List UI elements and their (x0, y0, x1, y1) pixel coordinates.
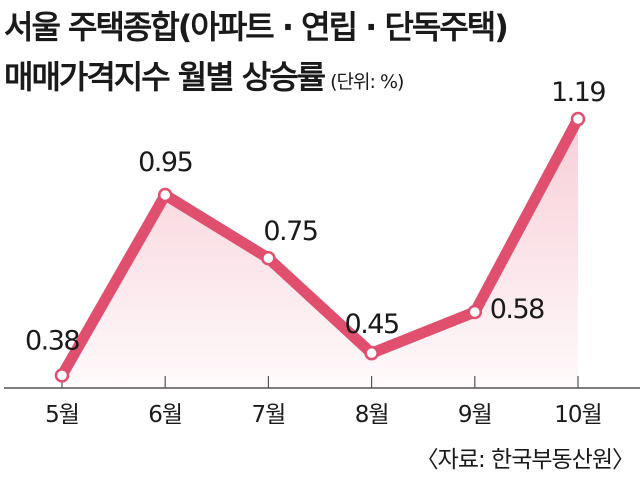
data-label: 1.19 (551, 77, 605, 108)
series-line (56, 113, 584, 381)
data-label: 0.95 (138, 147, 192, 178)
x-tick-label: 5월 (45, 402, 79, 428)
data-label: 0.38 (25, 325, 79, 356)
data-point (54, 368, 70, 383)
data-label: 0.45 (345, 309, 399, 340)
data-point (261, 250, 276, 266)
area-fill (62, 118, 578, 388)
x-tick-label: 7월 (252, 402, 286, 428)
data-label: 0.58 (490, 294, 544, 325)
x-tick-label: 10월 (554, 402, 601, 428)
data-label: 0.75 (263, 216, 317, 247)
chart-subtitle-text: 매매가격지수 월별 상승률 (4, 58, 326, 96)
data-point (364, 345, 379, 361)
source-label: 〈자료: 한국부동산원〉 (415, 447, 635, 473)
data-point (570, 111, 586, 127)
x-tick-label: 8월 (355, 402, 389, 428)
data-point (467, 304, 483, 320)
data-point (157, 187, 173, 203)
unit-label: (단위: %) (330, 71, 404, 93)
x-tick-label: 6월 (148, 402, 182, 428)
chart-subtitle: 매매가격지수 월별 상승률 (단위: %) (4, 52, 404, 98)
x-tick-label: 9월 (458, 402, 492, 428)
chart-title: 서울 주택종합(아파트 · 연립 · 단독주택) (4, 8, 509, 46)
